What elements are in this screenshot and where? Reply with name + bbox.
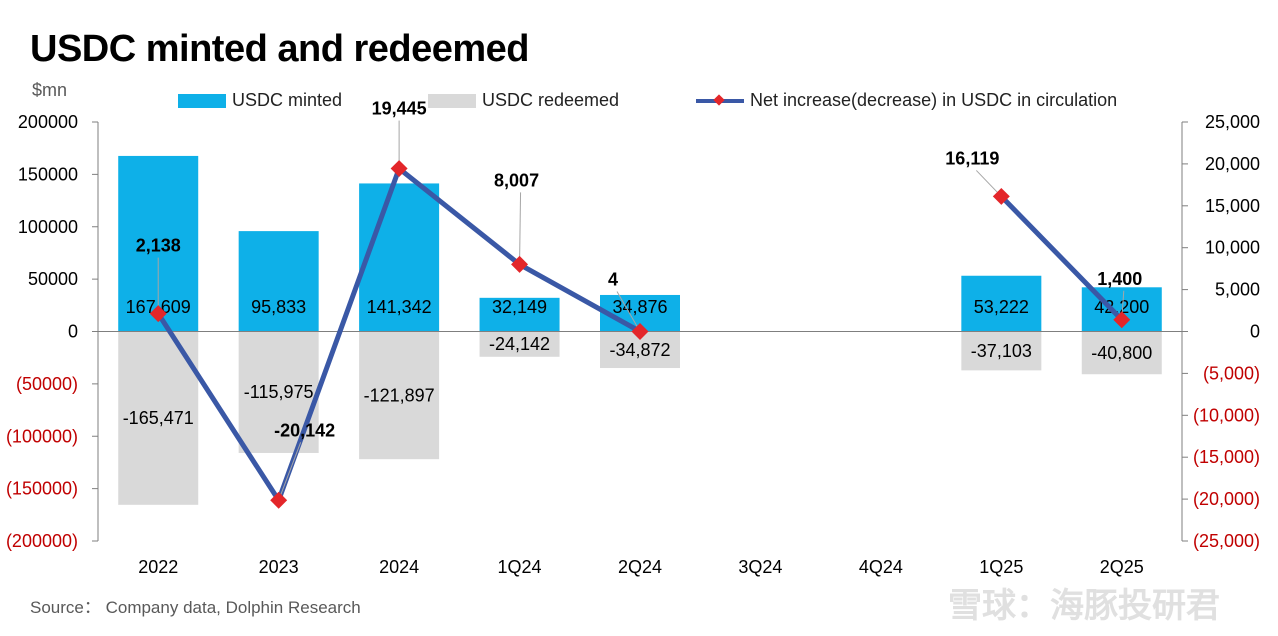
y-right-tick-label: (15,000) [1193, 447, 1260, 467]
unit-label: $mn [32, 80, 68, 100]
net-leader-line-2023 [278, 442, 302, 501]
data-label-redeemed-2Q24: -34,872 [609, 340, 670, 360]
net-label-2Q24: 4 [608, 269, 618, 289]
data-label-minted-2023: 95,833 [251, 297, 306, 317]
x-tick-label-1Q25: 1Q25 [979, 557, 1023, 577]
data-label-minted-1Q25: 53,222 [974, 297, 1029, 317]
bar-minted-1Q25 [961, 275, 1042, 332]
bar-redeemed-1Q24 [479, 331, 560, 357]
x-tick-label-2Q25: 2Q25 [1100, 557, 1144, 577]
y-left-tick-label: (150000) [6, 479, 78, 499]
bar-minted-2023 [238, 231, 319, 332]
legend-item-net: Net increase(decrease) in USDC in circul… [696, 90, 1117, 111]
y-left-tick-label: 100000 [18, 217, 78, 237]
y-left-tick-label: 200000 [18, 112, 78, 132]
y-right-tick-label: (25,000) [1193, 531, 1260, 551]
data-label-minted-2Q25: 42,200 [1094, 297, 1149, 317]
legend-swatch-minted [178, 93, 226, 108]
y-right-tick-label: 10,000 [1205, 238, 1260, 258]
data-label-minted-1Q24: 32,149 [492, 297, 547, 317]
legend-label-redeemed: USDC redeemed [482, 90, 620, 110]
data-label-redeemed-2022: -165,471 [123, 408, 194, 428]
y-right-tick-label: (10,000) [1193, 405, 1260, 425]
y-right-tick-label: (5,000) [1203, 363, 1260, 383]
y-right-tick-label: (20,000) [1193, 489, 1260, 509]
net-line-segment-1 [998, 193, 1125, 323]
data-label-redeemed-2024: -121,897 [364, 385, 435, 405]
x-tick-label-2024: 2024 [379, 557, 419, 577]
x-tick-label-3Q24: 3Q24 [738, 557, 782, 577]
y-right-tick-label: 15,000 [1205, 196, 1260, 216]
x-tick-label-2022: 2022 [138, 557, 178, 577]
watermark: 雪球：海豚投研君 [948, 586, 1220, 626]
data-label-minted-2Q24: 34,876 [612, 297, 667, 317]
net-label-2022: 2,138 [136, 236, 181, 256]
bar-redeemed-2024 [359, 331, 440, 460]
bar-minted-1Q24 [479, 297, 560, 332]
y-left-tick-label: 50000 [28, 269, 78, 289]
legend-label-net: Net increase(decrease) in USDC in circul… [750, 90, 1118, 110]
net-label-2023: -20,142 [274, 420, 335, 440]
net-marker-2022 [149, 305, 167, 323]
y-left-tick-label: (100000) [6, 426, 78, 446]
legend-swatch-redeemed [428, 93, 476, 108]
legend-item-redeemed: USDC redeemed [428, 90, 619, 111]
y-left-tick-label: (50000) [16, 374, 78, 394]
legend-label-minted: USDC minted [232, 90, 343, 110]
y-left-tick-label: 150000 [18, 164, 78, 184]
data-label-redeemed-2Q25: -40,800 [1091, 343, 1152, 363]
chart-title: USDC minted and redeemed [30, 28, 530, 70]
y-right-tick-label: 20,000 [1205, 154, 1260, 174]
net-label-1Q25: 16,119 [945, 148, 999, 168]
legend-swatch-net [696, 94, 744, 108]
bar-redeemed-1Q25 [961, 331, 1042, 371]
net-label-1Q24: 8,007 [494, 170, 539, 190]
x-tick-label-1Q24: 1Q24 [498, 557, 542, 577]
net-label-2024: 19,445 [372, 99, 427, 119]
source-note: Source： Company data, Dolphin Research [30, 598, 361, 617]
y-right-tick-label: 0 [1250, 322, 1260, 342]
x-tick-label-2Q24: 2Q24 [618, 557, 662, 577]
legend-item-minted: USDC minted [178, 90, 342, 111]
net-marker-2023 [270, 491, 288, 509]
net-marker-2024 [390, 160, 408, 178]
net-marker-1Q24 [511, 255, 529, 273]
net-leader-line-2Q24 [616, 291, 641, 332]
x-tick-label-2023: 2023 [259, 557, 299, 577]
y-left-tick-label: 0 [68, 322, 78, 342]
data-label-redeemed-1Q24: -24,142 [489, 334, 550, 354]
y-left-tick-label: (200000) [6, 531, 78, 551]
data-label-redeemed-2023: -115,975 [244, 382, 314, 402]
net-leader-line-1Q25 [975, 170, 1002, 197]
data-label-redeemed-1Q25: -37,103 [971, 341, 1032, 361]
x-tick-label-4Q24: 4Q24 [859, 557, 903, 577]
net-marker-1Q25 [992, 187, 1010, 205]
y-right-tick-label: 25,000 [1205, 112, 1260, 132]
bar-redeemed-2Q25 [1081, 331, 1162, 375]
bar-minted-2024 [359, 183, 440, 332]
net-label-2Q25: 1,400 [1097, 269, 1142, 289]
bar-redeemed-2022 [118, 331, 199, 505]
net-leader-line-1Q24 [519, 192, 522, 265]
data-label-minted-2024: 141,342 [367, 297, 432, 317]
y-right-tick-label: 5,000 [1215, 280, 1260, 300]
net-marker-2Q24 [631, 322, 649, 340]
